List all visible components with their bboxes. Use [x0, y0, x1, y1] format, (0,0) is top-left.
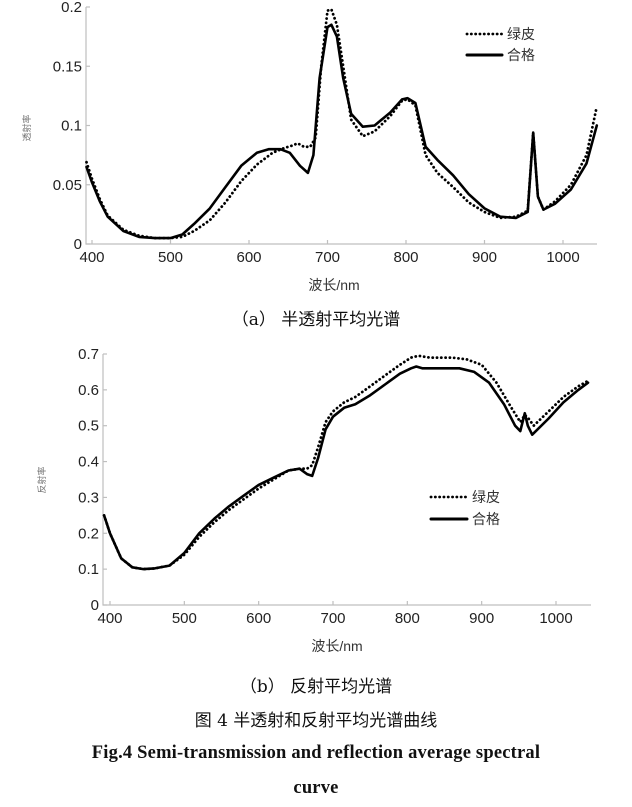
series-line-lvpi — [102, 354, 590, 571]
y-tick-label: 0.05 — [53, 177, 82, 194]
x-tick-label: 500 — [172, 610, 197, 627]
x-tick-label: 900 — [469, 610, 494, 627]
x-tick-label: 900 — [472, 249, 497, 266]
reflection-chart: 反射率 0 0.1 0.2 0.3 0.4 0.5 0.6 0.7 400 500 600 700 80… — [36, 346, 591, 654]
figure-caption-cn: 图 4 半透射和反射平均光谱曲线 — [194, 711, 438, 731]
x-tick-label: 600 — [246, 610, 271, 627]
y-tick-label: 0.4 — [78, 454, 99, 471]
legend-label-hege: 合格 — [507, 47, 535, 63]
y-tick-label: 0.15 — [53, 58, 82, 75]
y-tick-label: 0.3 — [78, 489, 99, 506]
x-axis-label: 波长/nm — [311, 638, 362, 654]
y-tick-label: 0.2 — [61, 0, 82, 16]
x-tick-label: 700 — [320, 610, 345, 627]
y-axis-label: 透射率 — [21, 114, 32, 141]
x-tick-label: 400 — [79, 249, 104, 266]
plot-lines — [85, 7, 599, 240]
y-axis-label: 反射率 — [36, 466, 47, 493]
series-line-hege — [85, 23, 599, 240]
series-line-hege — [102, 365, 590, 571]
y-tick-label: 0.1 — [61, 118, 82, 135]
x-tick-label: 700 — [315, 249, 340, 266]
y-tick-label: 0.5 — [78, 418, 99, 435]
legend: 绿皮 合格 — [465, 26, 535, 63]
y-tick-label: 0.2 — [78, 525, 99, 542]
figure-caption-en-line2: curve — [293, 778, 339, 798]
subfigure-b-title: （b） 反射平均光谱 — [239, 677, 393, 697]
x-tick-label: 800 — [393, 249, 418, 266]
x-tick-label: 1000 — [539, 610, 572, 627]
subfigure-a-title: （a） 半透射平均光谱 — [231, 310, 401, 330]
axes: 0 0.1 0.2 0.3 0.4 0.5 0.6 0.7 400 500 600 700 800 900… — [78, 346, 591, 627]
y-tick-label: 0.6 — [78, 382, 99, 399]
y-tick-label: 0.7 — [78, 346, 99, 363]
transmission-chart: 透射率 0 0.05 0.1 0.15 0.2 400 500 600 700 800 900 100… — [21, 0, 599, 293]
legend-label-hege: 合格 — [472, 511, 500, 527]
y-tick-label: 0.1 — [78, 561, 99, 578]
x-axis-label: 波长/nm — [308, 277, 359, 293]
legend: 绿皮 合格 — [429, 489, 500, 527]
figure-caption-en-line1: Fig.4 Semi-transmission and reflection a… — [91, 743, 541, 763]
x-tick-label: 800 — [395, 610, 420, 627]
x-tick-label: 500 — [158, 249, 183, 266]
svg-text:反射率: 反射率 — [36, 466, 47, 493]
plot-lines — [102, 354, 590, 571]
series-line-lvpi — [85, 7, 599, 240]
x-tick-label: 400 — [97, 610, 122, 627]
svg-text:透射率: 透射率 — [21, 114, 32, 141]
y-tick-label: 0 — [91, 597, 99, 614]
legend-label-lvpi: 绿皮 — [507, 26, 535, 42]
x-tick-label: 600 — [236, 249, 261, 266]
axes: 0 0.05 0.1 0.15 0.2 400 500 600 700 800 900 1000 — [53, 0, 597, 266]
legend-label-lvpi: 绿皮 — [472, 489, 500, 505]
y-tick-label: 0 — [74, 236, 82, 253]
x-tick-label: 1000 — [546, 249, 579, 266]
